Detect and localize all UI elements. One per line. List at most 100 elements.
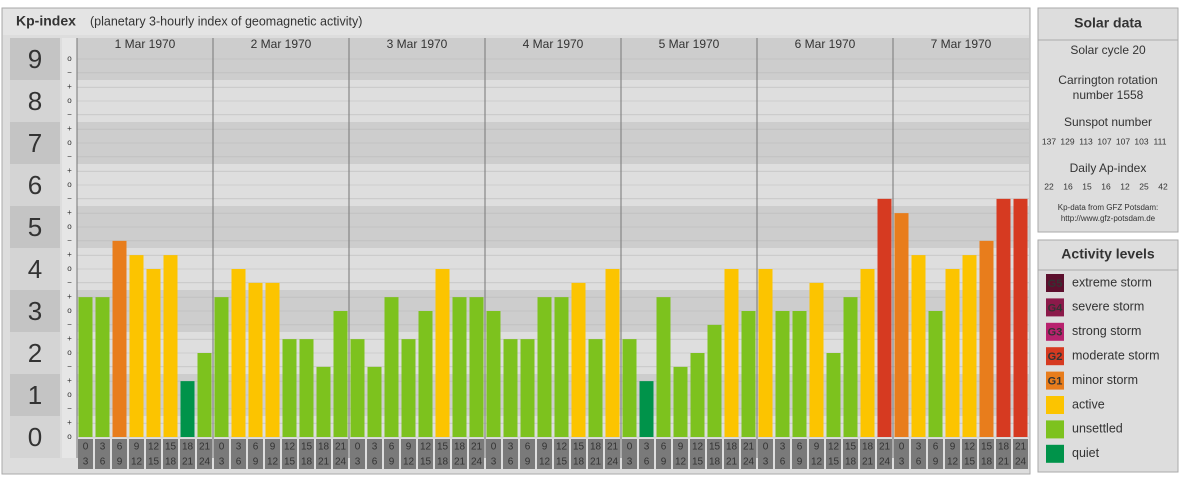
minor-tick-label: − [67, 362, 72, 371]
hour-start: 15 [573, 442, 585, 453]
hour-box [537, 439, 552, 469]
bar [248, 282, 263, 437]
hour-start: 9 [678, 442, 684, 453]
legend-swatch [1046, 371, 1064, 390]
hour-start: 12 [284, 442, 296, 453]
sunspot-number: 113 [1079, 136, 1093, 146]
hour-box [996, 439, 1011, 469]
hour-start: 0 [355, 442, 361, 453]
source-url: http://www.gfz-potsdam.de [1061, 214, 1156, 223]
hour-end: 18 [437, 457, 449, 468]
hour-start: 12 [148, 442, 160, 453]
hour-box [231, 439, 246, 469]
bar [996, 198, 1011, 437]
hour-start: 21 [743, 442, 755, 453]
hour-start: 15 [845, 442, 857, 453]
hour-end: 6 [100, 457, 106, 468]
hour-box [299, 439, 314, 469]
hour-end: 3 [355, 457, 361, 468]
hour-box [911, 439, 926, 469]
bar [452, 297, 467, 437]
hour-start: 9 [814, 442, 820, 453]
hour-box [248, 439, 263, 469]
bar [299, 339, 314, 437]
minor-tick-label: + [67, 82, 72, 91]
title-bar [3, 9, 1029, 35]
day-label: 7 Mar 1970 [931, 37, 992, 51]
hour-box [945, 439, 960, 469]
ap-value: 25 [1139, 181, 1149, 191]
chart-subtitle: (planetary 3-hourly index of geomagnetic… [90, 14, 362, 28]
bar [809, 282, 824, 437]
hour-end: 3 [627, 457, 633, 468]
sidebar: Solar data Solar cycle 20 Carrington rot… [1058, 15, 1158, 262]
hour-end: 6 [916, 457, 922, 468]
chart-title: Kp-index [16, 13, 76, 29]
hour-start: 9 [270, 442, 276, 453]
legend-code: G3 [1048, 327, 1063, 339]
minor-tick-label: − [67, 404, 72, 413]
solar-title: Solar data [1074, 15, 1142, 31]
hour-end: 15 [692, 457, 704, 468]
hour-box [690, 439, 705, 469]
hour-start: 0 [899, 442, 905, 453]
bar [741, 311, 756, 437]
hour-end: 15 [148, 457, 160, 468]
legend-swatch [1046, 444, 1064, 463]
minor-tick-label: o [67, 390, 72, 399]
bar [180, 381, 195, 437]
hour-end: 12 [131, 457, 143, 468]
hour-box [384, 439, 399, 469]
hour-box [112, 439, 127, 469]
legend-swatch [1046, 298, 1064, 317]
hour-end: 3 [899, 457, 905, 468]
bar [146, 269, 161, 437]
sunspot-number: 107 [1097, 136, 1111, 146]
bar [418, 311, 433, 437]
minor-tick-label: + [67, 250, 72, 259]
carrington: number 1558 [1073, 88, 1144, 102]
bar [333, 311, 348, 437]
hour-start: 6 [253, 442, 259, 453]
axis-band [10, 332, 60, 374]
hour-start: 12 [964, 442, 976, 453]
y-tick-label: 9 [28, 44, 42, 74]
bar [112, 240, 127, 437]
hour-start: 15 [165, 442, 177, 453]
hour-end: 12 [947, 457, 959, 468]
hour-end: 6 [372, 457, 378, 468]
hour-start: 12 [828, 442, 840, 453]
hour-box [129, 439, 144, 469]
hour-box [809, 439, 824, 469]
hour-start: 18 [726, 442, 738, 453]
bar [282, 339, 297, 437]
hour-end: 18 [573, 457, 585, 468]
hour-end: 18 [845, 457, 857, 468]
minor-tick-label: o [67, 222, 72, 231]
minor-tick-label: − [67, 278, 72, 287]
hour-box [486, 439, 501, 469]
legend-swatch [1046, 347, 1064, 366]
hour-end: 3 [83, 457, 89, 468]
sunspot-number: 103 [1134, 136, 1148, 146]
axis-band [10, 290, 60, 332]
legend-label: severe storm [1072, 300, 1144, 314]
ap-value: 16 [1063, 181, 1073, 191]
hour-start: 18 [862, 442, 874, 453]
hour-end: 18 [981, 457, 993, 468]
bar [1013, 198, 1028, 437]
hour-end: 9 [389, 457, 395, 468]
legend-label: quiet [1072, 446, 1100, 460]
axis-band [10, 38, 60, 80]
hour-box [95, 439, 110, 469]
hour-start: 9 [406, 442, 412, 453]
bar [707, 324, 722, 437]
hour-end: 12 [811, 457, 823, 468]
bar [554, 297, 569, 437]
hour-box [503, 439, 518, 469]
bar [384, 297, 399, 437]
hour-end: 21 [318, 457, 330, 468]
minor-tick-label: + [67, 124, 72, 133]
legend-label: moderate storm [1072, 348, 1160, 362]
